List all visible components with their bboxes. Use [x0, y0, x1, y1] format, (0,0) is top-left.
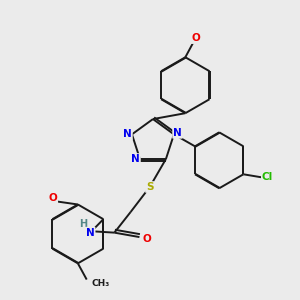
Text: N: N — [173, 128, 182, 138]
Text: O: O — [49, 193, 57, 203]
Text: H: H — [79, 219, 87, 229]
Text: N: N — [123, 129, 132, 139]
Text: S: S — [146, 182, 154, 192]
Text: N: N — [86, 228, 94, 238]
Text: O: O — [142, 233, 151, 244]
Text: CH₃: CH₃ — [91, 280, 110, 289]
Text: O: O — [191, 33, 200, 43]
Text: N: N — [131, 154, 140, 164]
Text: Cl: Cl — [262, 172, 273, 182]
